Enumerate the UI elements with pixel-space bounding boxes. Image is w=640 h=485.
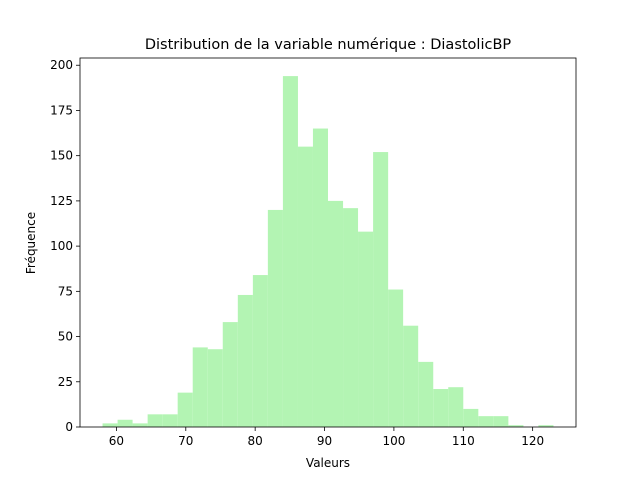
histogram-bar-13 [297,146,313,427]
histogram-bar-16 [343,208,359,427]
histogram-bar-21 [418,361,434,427]
x-tick-label-70: 70 [178,434,193,448]
axes-layer: 60 70 80 90 100 110 120 0 25 50 75 100 125 150 175 200 [50,57,577,448]
y-tick-label-175: 175 [50,103,73,117]
y-axis-label: Fréquence [24,212,38,274]
histogram-bar-20 [403,325,419,427]
x-tick-label-110: 110 [452,434,475,448]
y-tick-label-50: 50 [58,330,73,344]
plot-frame [79,57,577,428]
histogram-bar-24 [463,408,479,427]
y-tick-label-200: 200 [50,58,73,72]
histogram-bar-18 [373,152,389,427]
histogram-bar-25 [478,416,494,427]
histogram-bar-26 [493,416,509,427]
chart-title: Distribution de la variable numérique : … [145,37,512,53]
y-tick-label-0: 0 [65,420,73,434]
histogram-bar-1 [117,419,133,427]
histogram-bar-19 [388,289,404,427]
y-tick-label-75: 75 [58,284,73,298]
histogram-bar-0 [102,423,118,427]
histogram-bar-9 [237,294,253,427]
histogram-bar-15 [328,200,344,427]
histogram-bar-2 [132,423,148,427]
histogram-bar-8 [222,322,238,427]
y-tick-label-25: 25 [58,375,73,389]
histogram-bar-7 [207,349,223,427]
histogram-bar-22 [433,389,449,427]
histogram-bar-3 [147,414,163,427]
x-tick-label-60: 60 [109,434,124,448]
x-tick-label-120: 120 [521,434,544,448]
bars-layer [102,76,554,428]
x-tick-label-100: 100 [382,434,405,448]
y-tick-label-125: 125 [50,194,73,208]
x-tick-label-80: 80 [248,434,263,448]
histogram-bar-14 [312,128,328,427]
y-tick-label-100: 100 [50,239,73,253]
histogram-bar-11 [267,209,283,427]
histogram-bar-5 [177,392,193,427]
histogram-bar-23 [448,387,464,427]
histogram-bar-4 [162,414,178,427]
histogram-bar-6 [192,347,208,427]
histogram-bar-17 [358,231,374,427]
histogram-bar-29 [538,425,554,427]
histogram-bar-10 [252,275,268,427]
y-tick-label-150: 150 [50,149,73,163]
histogram-bar-12 [282,76,298,428]
x-axis-label: Valeurs [306,456,350,470]
histogram-bar-27 [508,425,524,427]
x-tick-label-90: 90 [317,434,332,448]
